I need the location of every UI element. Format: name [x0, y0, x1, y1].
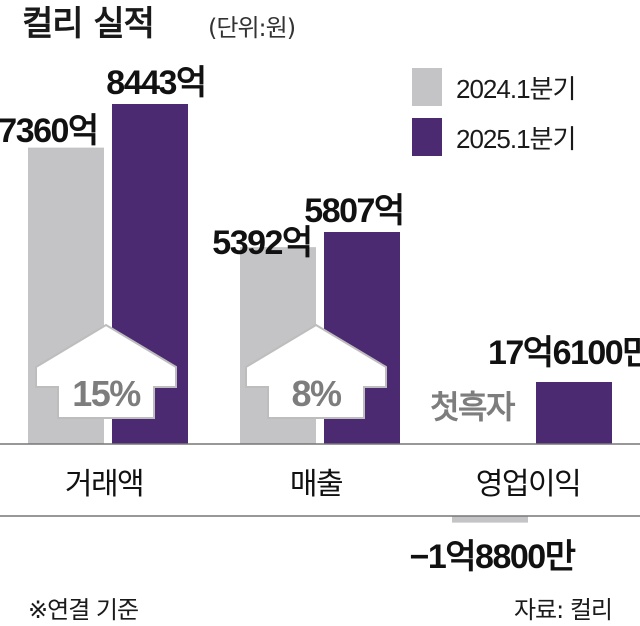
- chart-title: 컬리 실적: [22, 4, 155, 44]
- legend-item-2025: 2025.1분기: [412, 118, 576, 156]
- legend-swatch-2025: [412, 118, 442, 156]
- legend-label-2024: 2024.1분기: [456, 73, 576, 104]
- legend-swatch-2024: [412, 68, 442, 106]
- growth-arrow-매출: [245, 323, 387, 419]
- bar-영업이익-2025.1분기: [536, 382, 612, 444]
- legend-item-2024: 2024.1분기: [412, 68, 576, 106]
- value-label-매출-2025.1분기: 5807억: [304, 192, 403, 230]
- category-label-매출: 매출: [290, 468, 342, 501]
- growth-label-매출: 8%: [291, 373, 342, 414]
- growth-arrow-거래액: [35, 323, 177, 419]
- bar-영업이익-2024.1분기: [452, 516, 528, 523]
- value-label-영업이익-2024.1분기: −1억8800만: [410, 538, 576, 576]
- value-label-거래액-2025.1분기: 8443억: [106, 64, 205, 102]
- value-label-영업이익-2025.1분기: 17억6100만: [488, 334, 640, 372]
- unit-label: (단위:원): [208, 14, 296, 42]
- legend-label-2025: 2025.1분기: [456, 123, 576, 154]
- value-label-매출-2024.1분기: 5392억: [212, 224, 311, 262]
- category-label-영업이익: 영업이익: [476, 468, 580, 501]
- growth-label-거래액: 15%: [72, 373, 141, 414]
- value-label-거래액-2024.1분기: 7360억: [0, 112, 98, 150]
- category-label-거래액: 거래액: [65, 468, 143, 501]
- footnote: ※연결 기준: [28, 596, 139, 624]
- source-label: 자료: 컬리: [513, 596, 613, 624]
- annotation-first-profit: 첫흑자: [430, 389, 516, 425]
